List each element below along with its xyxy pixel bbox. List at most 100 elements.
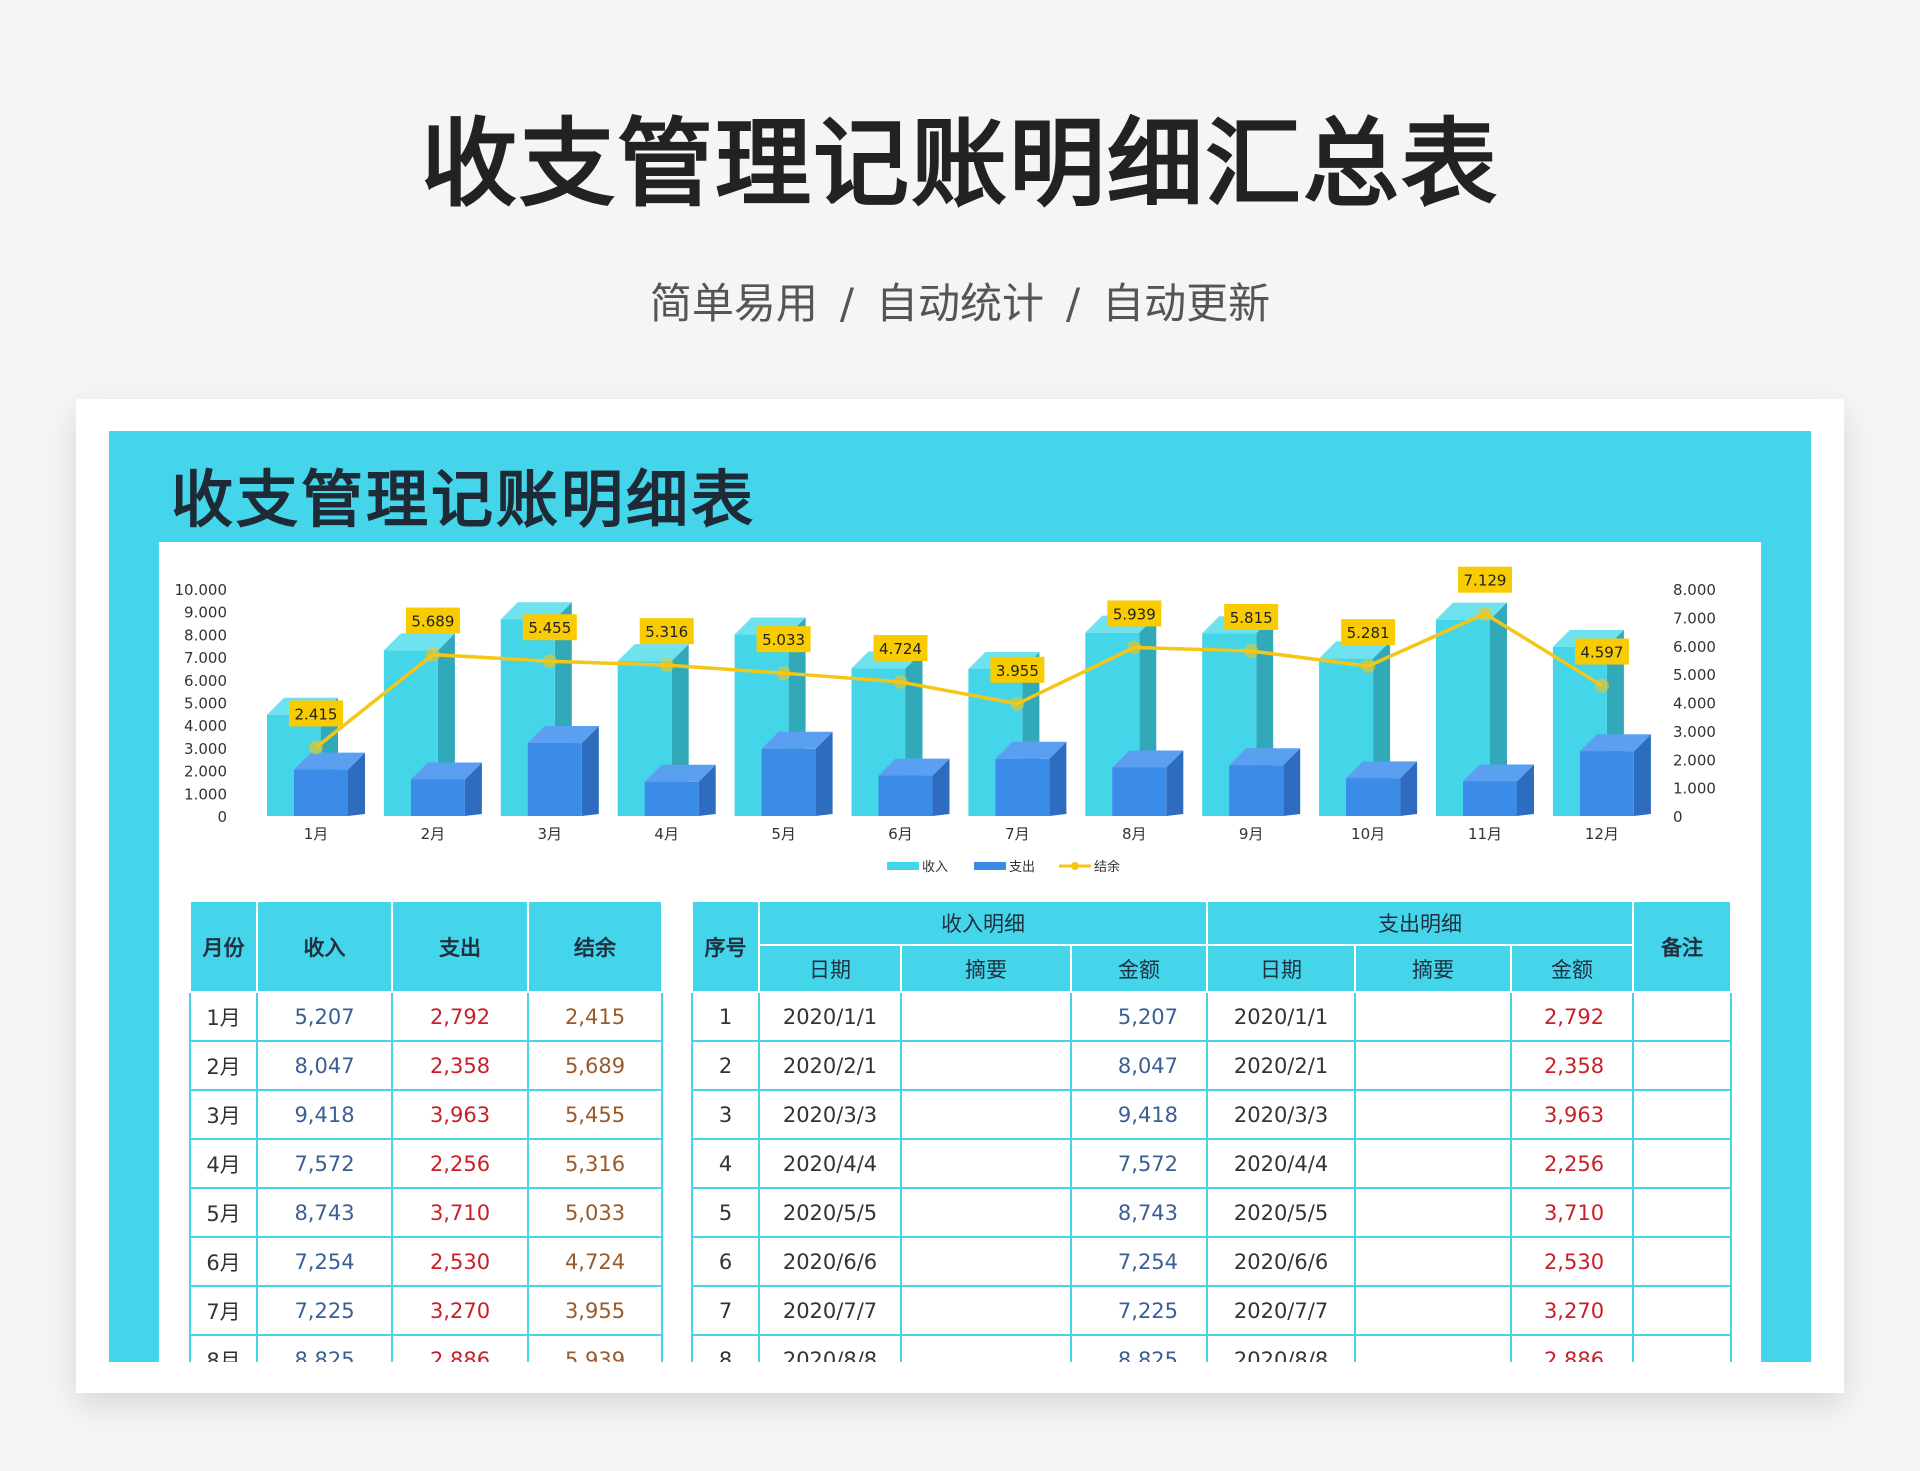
expense-amount-cell[interactable]: 2,886 [1510, 1334, 1635, 1362]
expense-summary-cell[interactable] [1354, 1089, 1513, 1140]
month-cell[interactable]: 4月 [189, 1138, 258, 1189]
expense-summary-cell[interactable] [1354, 1187, 1513, 1238]
balance-cell[interactable]: 2,415 [527, 991, 663, 1042]
balance-cell[interactable]: 5,033 [527, 1187, 663, 1238]
expense-cell[interactable]: 2,358 [391, 1040, 529, 1091]
income-date-cell[interactable]: 2020/7/7 [758, 1285, 902, 1336]
serial-cell[interactable]: 3 [691, 1089, 760, 1140]
note-cell[interactable] [1632, 991, 1733, 1042]
balance-cell[interactable]: 5,316 [527, 1138, 663, 1189]
income-summary-cell[interactable] [900, 1089, 1072, 1140]
expense-bar[interactable] [644, 781, 699, 816]
income-amount-cell[interactable]: 7,225 [1069, 1285, 1209, 1336]
income-date-cell[interactable]: 2020/4/4 [758, 1138, 902, 1189]
expense-cell[interactable]: 2,530 [391, 1236, 529, 1287]
expense-bar[interactable] [1346, 778, 1401, 816]
income-date-cell[interactable]: 2020/5/5 [758, 1187, 902, 1238]
balance-point[interactable] [1127, 640, 1142, 655]
month-cell[interactable]: 5月 [189, 1187, 258, 1238]
expense-date-cell[interactable]: 2020/5/5 [1206, 1187, 1357, 1238]
balance-point[interactable] [893, 674, 908, 689]
income-summary-cell[interactable] [900, 1040, 1072, 1091]
income-date-cell[interactable]: 2020/2/1 [758, 1040, 902, 1091]
serial-cell[interactable]: 1 [691, 991, 760, 1042]
serial-cell[interactable]: 6 [691, 1236, 760, 1287]
expense-amount-cell[interactable]: 2,530 [1510, 1236, 1635, 1287]
income-amount-cell[interactable]: 9,418 [1069, 1089, 1209, 1140]
income-date-cell[interactable]: 2020/8/8 [758, 1334, 902, 1362]
expense-amount-cell[interactable]: 2,358 [1510, 1040, 1635, 1091]
income-amount-cell[interactable]: 8,047 [1069, 1040, 1209, 1091]
expense-cell[interactable]: 3,963 [391, 1089, 529, 1140]
income-amount-cell[interactable]: 7,572 [1069, 1138, 1209, 1189]
note-cell[interactable] [1632, 1040, 1733, 1091]
income-summary-cell[interactable] [900, 1334, 1072, 1362]
income-cell[interactable]: 8,825 [256, 1334, 393, 1362]
expense-bar[interactable] [878, 775, 933, 816]
income-cell[interactable]: 5,207 [256, 991, 393, 1042]
expense-bar[interactable] [1463, 781, 1517, 816]
balance-point[interactable] [309, 740, 323, 755]
income-date-cell[interactable]: 2020/3/3 [758, 1089, 902, 1140]
expense-bar[interactable] [527, 743, 582, 816]
income-cell[interactable]: 7,225 [256, 1285, 393, 1336]
expense-date-cell[interactable]: 2020/7/7 [1206, 1285, 1357, 1336]
expense-bar[interactable] [294, 769, 348, 816]
balance-point[interactable] [1010, 696, 1025, 711]
month-cell[interactable]: 6月 [189, 1236, 258, 1287]
expense-amount-cell[interactable]: 3,710 [1510, 1187, 1635, 1238]
expense-summary-cell[interactable] [1354, 1236, 1513, 1287]
income-summary-cell[interactable] [900, 1187, 1072, 1238]
balance-point[interactable] [425, 647, 440, 662]
balance-point[interactable] [1594, 678, 1609, 693]
expense-cell[interactable]: 3,710 [391, 1187, 529, 1238]
income-amount-cell[interactable]: 7,254 [1069, 1236, 1209, 1287]
expense-summary-cell[interactable] [1354, 1334, 1513, 1362]
expense-bar[interactable] [995, 758, 1050, 816]
income-summary-cell[interactable] [900, 991, 1072, 1042]
expense-summary-cell[interactable] [1354, 991, 1513, 1042]
expense-bar[interactable] [1579, 751, 1634, 816]
expense-date-cell[interactable]: 2020/6/6 [1206, 1236, 1357, 1287]
serial-cell[interactable]: 4 [691, 1138, 760, 1189]
expense-bar[interactable] [761, 748, 816, 816]
balance-point[interactable] [1478, 606, 1492, 621]
income-amount-cell[interactable]: 8,743 [1069, 1187, 1209, 1238]
expense-amount-cell[interactable]: 3,963 [1510, 1089, 1635, 1140]
income-amount-cell[interactable]: 5,207 [1069, 991, 1209, 1042]
expense-summary-cell[interactable] [1354, 1285, 1513, 1336]
balance-cell[interactable]: 4,724 [527, 1236, 663, 1287]
expense-date-cell[interactable]: 2020/1/1 [1206, 991, 1357, 1042]
balance-point[interactable] [1361, 659, 1376, 674]
note-cell[interactable] [1632, 1187, 1733, 1238]
income-cell[interactable]: 8,743 [256, 1187, 393, 1238]
expense-bar[interactable] [1229, 765, 1284, 816]
income-cell[interactable]: 8,047 [256, 1040, 393, 1091]
income-cell[interactable]: 9,418 [256, 1089, 393, 1140]
month-cell[interactable]: 8月 [189, 1334, 258, 1362]
expense-cell[interactable]: 2,256 [391, 1138, 529, 1189]
note-cell[interactable] [1632, 1285, 1733, 1336]
income-summary-cell[interactable] [900, 1285, 1072, 1336]
expense-cell[interactable]: 3,270 [391, 1285, 529, 1336]
note-cell[interactable] [1632, 1138, 1733, 1189]
expense-amount-cell[interactable]: 3,270 [1510, 1285, 1635, 1336]
expense-summary-cell[interactable] [1354, 1138, 1513, 1189]
balance-cell[interactable]: 3,955 [527, 1285, 663, 1336]
income-date-cell[interactable]: 2020/1/1 [758, 991, 902, 1042]
income-date-cell[interactable]: 2020/6/6 [758, 1236, 902, 1287]
serial-cell[interactable]: 8 [691, 1334, 760, 1362]
expense-date-cell[interactable]: 2020/4/4 [1206, 1138, 1357, 1189]
expense-date-cell[interactable]: 2020/8/8 [1206, 1334, 1357, 1362]
month-cell[interactable]: 2月 [189, 1040, 258, 1091]
expense-bar[interactable] [410, 779, 465, 816]
balance-cell[interactable]: 5,455 [527, 1089, 663, 1140]
serial-cell[interactable]: 2 [691, 1040, 760, 1091]
income-amount-cell[interactable]: 8,825 [1069, 1334, 1209, 1362]
expense-date-cell[interactable]: 2020/3/3 [1206, 1089, 1357, 1140]
balance-point[interactable] [1244, 643, 1259, 658]
note-cell[interactable] [1632, 1089, 1733, 1140]
expense-cell[interactable]: 2,792 [391, 991, 529, 1042]
balance-cell[interactable]: 5,689 [527, 1040, 663, 1091]
balance-cell[interactable]: 5,939 [527, 1334, 663, 1362]
